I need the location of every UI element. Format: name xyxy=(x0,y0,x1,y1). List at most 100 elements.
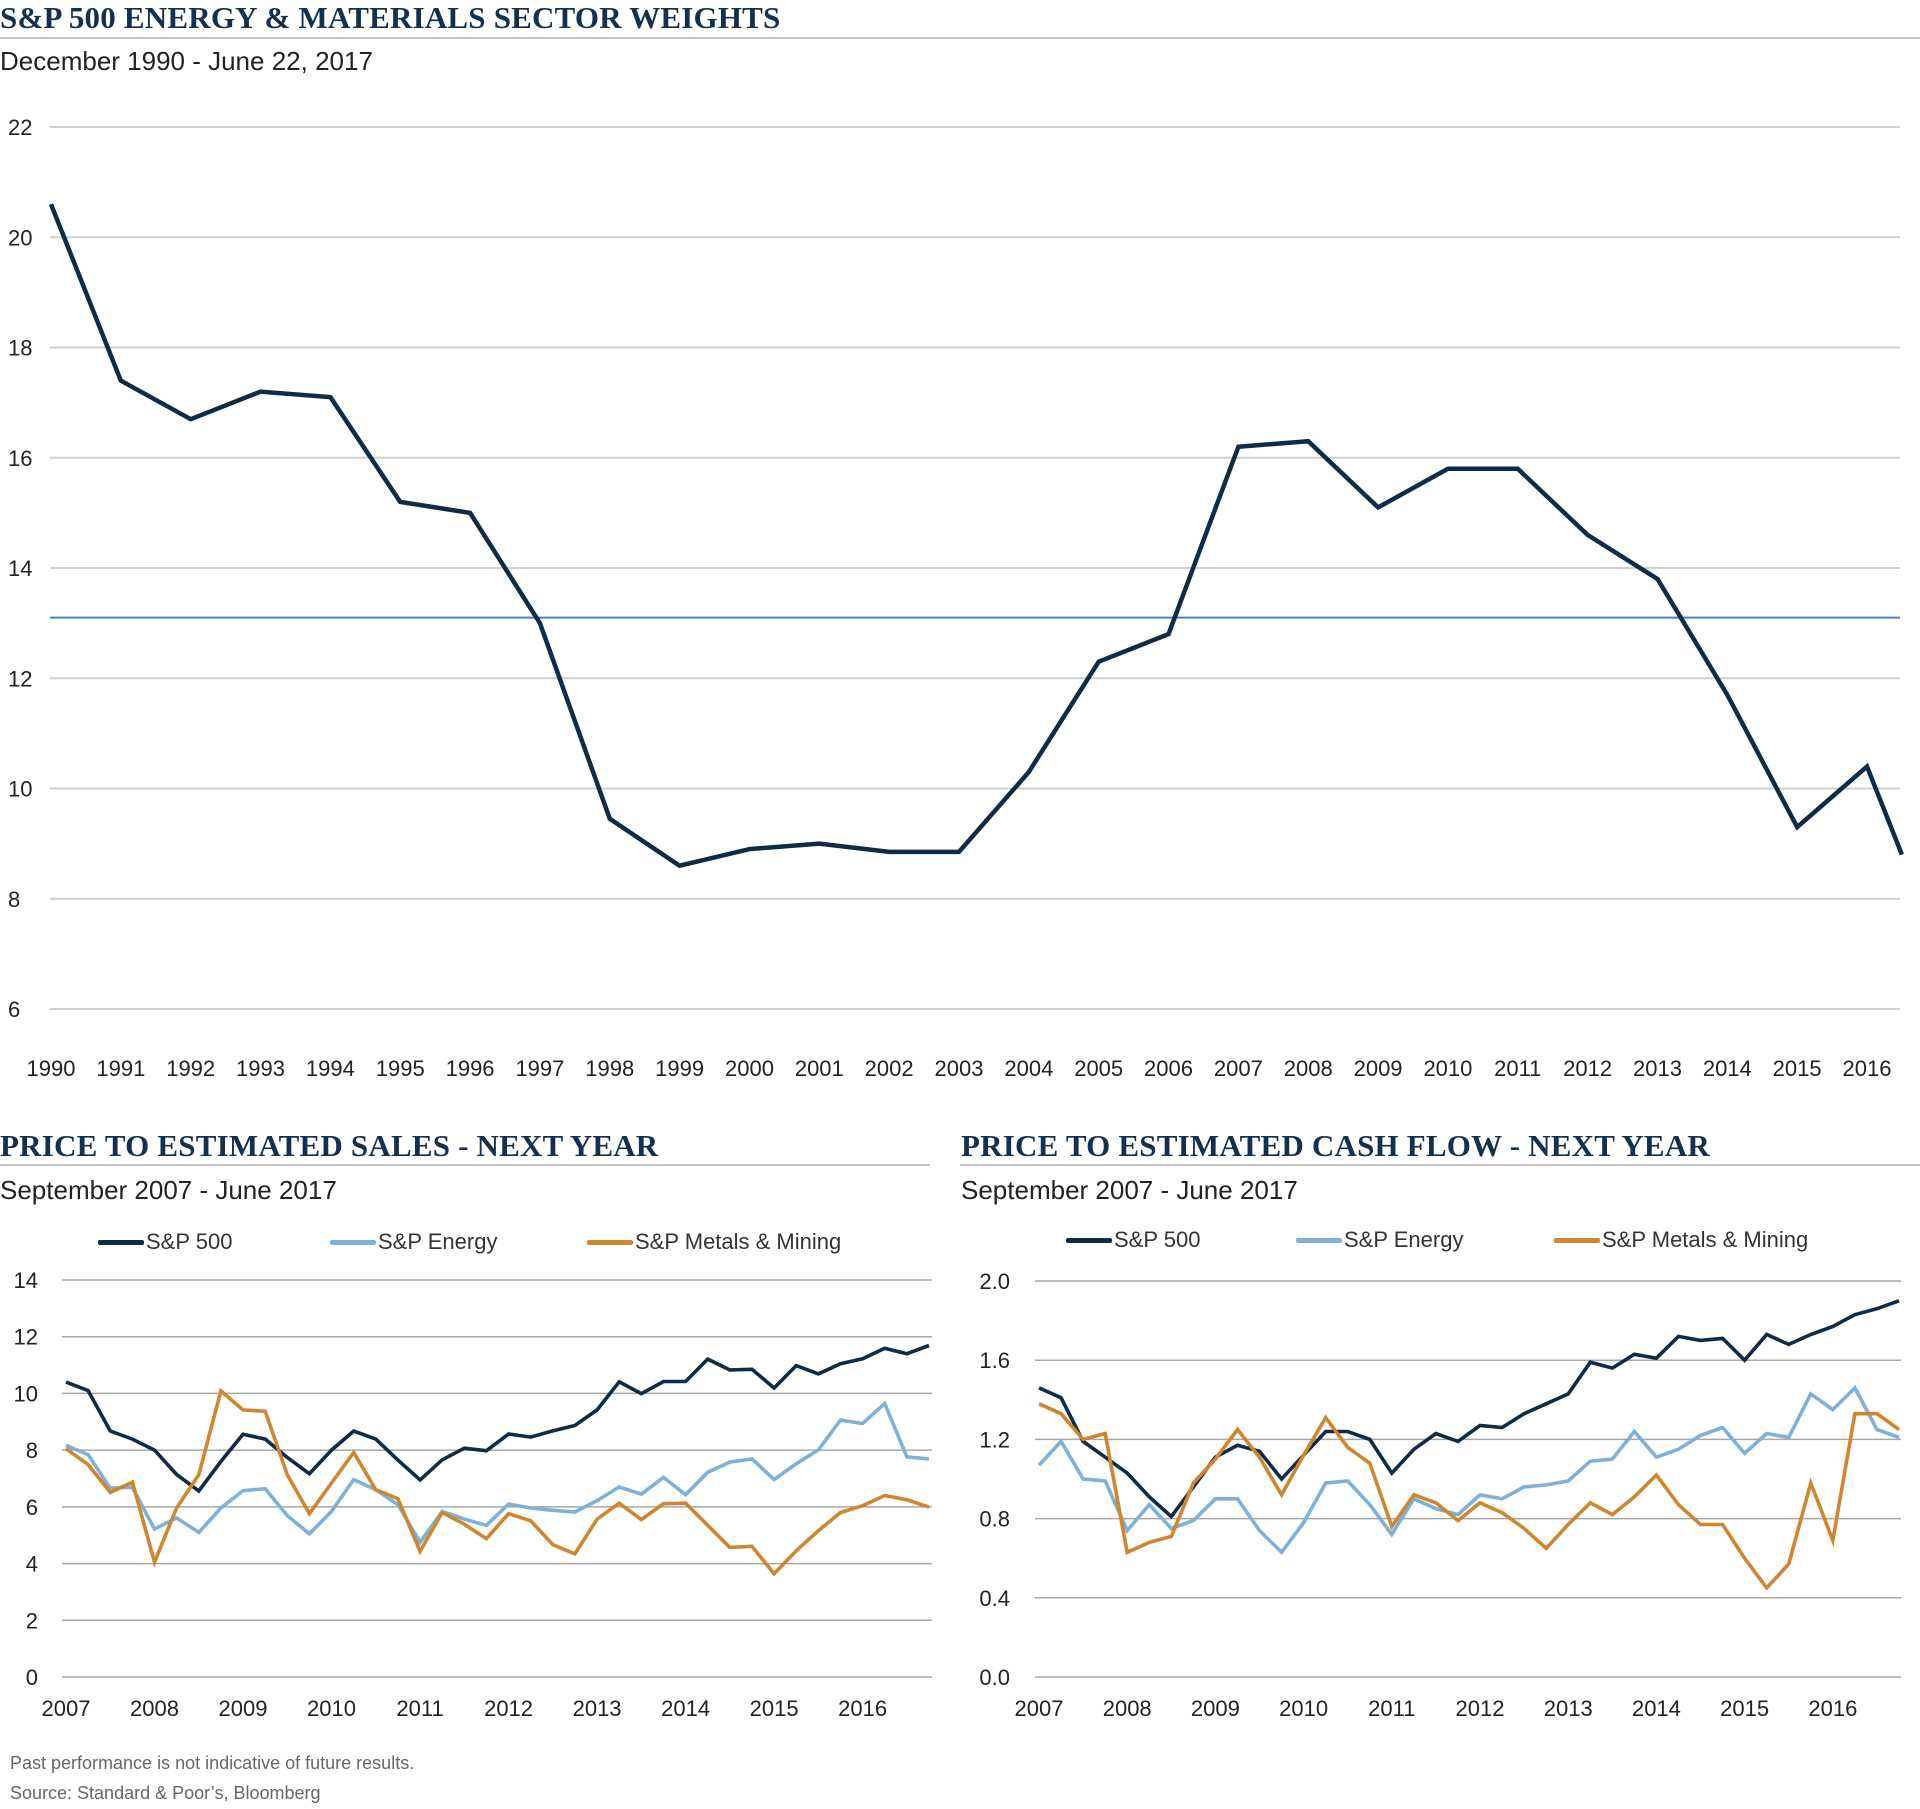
x-tick-label: 1990 xyxy=(27,1056,76,1081)
x-tick-label: 2005 xyxy=(1074,1056,1123,1081)
sales-chart-title: PRICE TO ESTIMATED SALES - NEXT YEAR xyxy=(0,1128,659,1163)
legend-item-metals: S&P Metals & Mining xyxy=(587,1229,841,1255)
legend-swatch-sp500 xyxy=(1066,1237,1112,1243)
x-tick-label: 2013 xyxy=(573,1696,622,1721)
cashflow-legend: S&P 500 S&P Energy S&P Metals & Mining xyxy=(960,1226,1920,1254)
series-line-sp500 xyxy=(1038,1299,1900,1520)
series-line-energy xyxy=(65,1400,930,1546)
y-tick-label: 14 xyxy=(14,1268,38,1293)
x-tick-label: 1993 xyxy=(236,1056,285,1081)
y-tick-label: 18 xyxy=(8,336,32,361)
legend-label: S&P Metals & Mining xyxy=(635,1229,842,1254)
x-tick-label: 2010 xyxy=(1279,1696,1328,1721)
cashflow-chart-subtitle: September 2007 - June 2017 xyxy=(961,1175,1298,1205)
sales-title-divider xyxy=(0,1164,930,1166)
x-tick-label: 2016 xyxy=(838,1696,887,1721)
y-tick-label: 1.6 xyxy=(979,1348,1010,1373)
x-tick-label: 2012 xyxy=(484,1696,533,1721)
y-tick-label: 14 xyxy=(8,556,32,581)
x-tick-label: 2015 xyxy=(1720,1696,1769,1721)
y-tick-label: 12 xyxy=(14,1325,38,1350)
y-tick-label: 10 xyxy=(14,1381,38,1406)
x-tick-label: 2014 xyxy=(661,1696,710,1721)
legend-swatch-sp500 xyxy=(98,1239,144,1245)
title-divider xyxy=(0,37,1920,39)
x-tick-label: 2003 xyxy=(935,1056,984,1081)
series-line-metals xyxy=(1038,1402,1901,1591)
legend-item-energy: S&P Energy xyxy=(1296,1227,1463,1253)
x-tick-label: 2008 xyxy=(130,1696,179,1721)
legend-swatch-metals xyxy=(587,1239,633,1245)
x-tick-label: 2007 xyxy=(1214,1056,1263,1081)
x-tick-label: 2010 xyxy=(307,1696,356,1721)
x-tick-label: 1994 xyxy=(306,1056,355,1081)
x-tick-label: 2009 xyxy=(1354,1056,1403,1081)
x-tick-label: 2011 xyxy=(1494,1056,1541,1081)
x-tick-label: 2002 xyxy=(865,1056,914,1081)
series-line-metals xyxy=(64,1387,930,1577)
y-tick-label: 0.4 xyxy=(979,1586,1010,1611)
x-tick-label: 1998 xyxy=(585,1056,634,1081)
x-tick-label: 1991 xyxy=(96,1056,145,1081)
legend-item-sp500: S&P 500 xyxy=(1066,1227,1200,1253)
y-tick-label: 6 xyxy=(26,1495,38,1520)
y-tick-label: 20 xyxy=(8,225,32,250)
sector-weights-chart: 6 8 10 12 14 16 18 20 22 1990 1991 1992 1993 1994 1995… xyxy=(8,115,1904,1081)
sales-chart-subtitle: September 2007 - June 2017 xyxy=(0,1175,337,1205)
x-tick-label: 2000 xyxy=(725,1056,774,1081)
main-chart-title: S&P 500 ENERGY & MATERIALS SECTOR WEIGHT… xyxy=(0,0,781,35)
y-tick-label: 2.0 xyxy=(979,1269,1010,1294)
y-tick-label: 22 xyxy=(8,115,32,140)
legend-label: S&P 500 xyxy=(146,1229,233,1254)
y-tick-label: 8 xyxy=(26,1438,38,1463)
x-tick-label: 2008 xyxy=(1103,1696,1152,1721)
legend-swatch-energy xyxy=(330,1239,376,1245)
y-tick-label: 0 xyxy=(26,1665,38,1690)
x-tick-label: 2011 xyxy=(396,1696,443,1721)
y-tick-label: 8 xyxy=(8,887,20,912)
x-tick-label: 2008 xyxy=(1284,1056,1333,1081)
legend-item-sp500: S&P 500 xyxy=(98,1229,232,1255)
sales-legend: S&P 500 S&P Energy S&P Metals & Mining xyxy=(0,1228,930,1256)
y-tick-label: 2 xyxy=(26,1608,38,1633)
x-tick-label: 1997 xyxy=(515,1056,564,1081)
x-tick-label: 2016 xyxy=(1808,1696,1857,1721)
y-tick-label: 0.8 xyxy=(979,1507,1010,1532)
x-tick-label: 2001 xyxy=(795,1056,844,1081)
x-tick-label: 2015 xyxy=(1773,1056,1822,1081)
source-text: Source: Standard & Poor’s, Bloomberg xyxy=(10,1783,321,1803)
legend-label: S&P 500 xyxy=(1114,1227,1201,1252)
legend-label: S&P Metals & Mining xyxy=(1602,1227,1809,1252)
legend-swatch-metals xyxy=(1554,1237,1600,1243)
x-tick-label: 2009 xyxy=(1191,1696,1240,1721)
y-tick-label: 10 xyxy=(8,777,32,802)
disclaimer-text: Past performance is not indicative of fu… xyxy=(10,1753,415,1773)
x-tick-label: 2012 xyxy=(1563,1056,1612,1081)
legend-item-metals: S&P Metals & Mining xyxy=(1554,1227,1808,1253)
x-tick-label: 2014 xyxy=(1632,1696,1681,1721)
x-tick-label: 1999 xyxy=(655,1056,704,1081)
x-tick-label: 1995 xyxy=(376,1056,425,1081)
legend-item-energy: S&P Energy xyxy=(330,1229,497,1255)
y-tick-label: 16 xyxy=(8,446,32,471)
cashflow-chart-title: PRICE TO ESTIMATED CASH FLOW - NEXT YEAR xyxy=(961,1128,1710,1163)
x-tick-label: 2015 xyxy=(750,1696,799,1721)
x-tick-label: 1996 xyxy=(446,1056,495,1081)
legend-label: S&P Energy xyxy=(1344,1227,1464,1252)
x-tick-label: 2013 xyxy=(1544,1696,1593,1721)
x-tick-label: 2007 xyxy=(1015,1696,1064,1721)
x-tick-label: 2012 xyxy=(1456,1696,1505,1721)
y-tick-label: 4 xyxy=(26,1552,38,1577)
x-tick-label: 1992 xyxy=(166,1056,215,1081)
series-line-weights xyxy=(48,203,1904,869)
x-tick-label: 2011 xyxy=(1368,1696,1415,1721)
x-tick-label: 2016 xyxy=(1843,1056,1892,1081)
series-line-sp500 xyxy=(65,1343,930,1494)
x-tick-label: 2009 xyxy=(219,1696,268,1721)
legend-label: S&P Energy xyxy=(378,1229,498,1254)
x-tick-label: 2006 xyxy=(1144,1056,1193,1081)
legend-swatch-energy xyxy=(1296,1237,1342,1243)
y-tick-label: 1.2 xyxy=(979,1427,1010,1452)
